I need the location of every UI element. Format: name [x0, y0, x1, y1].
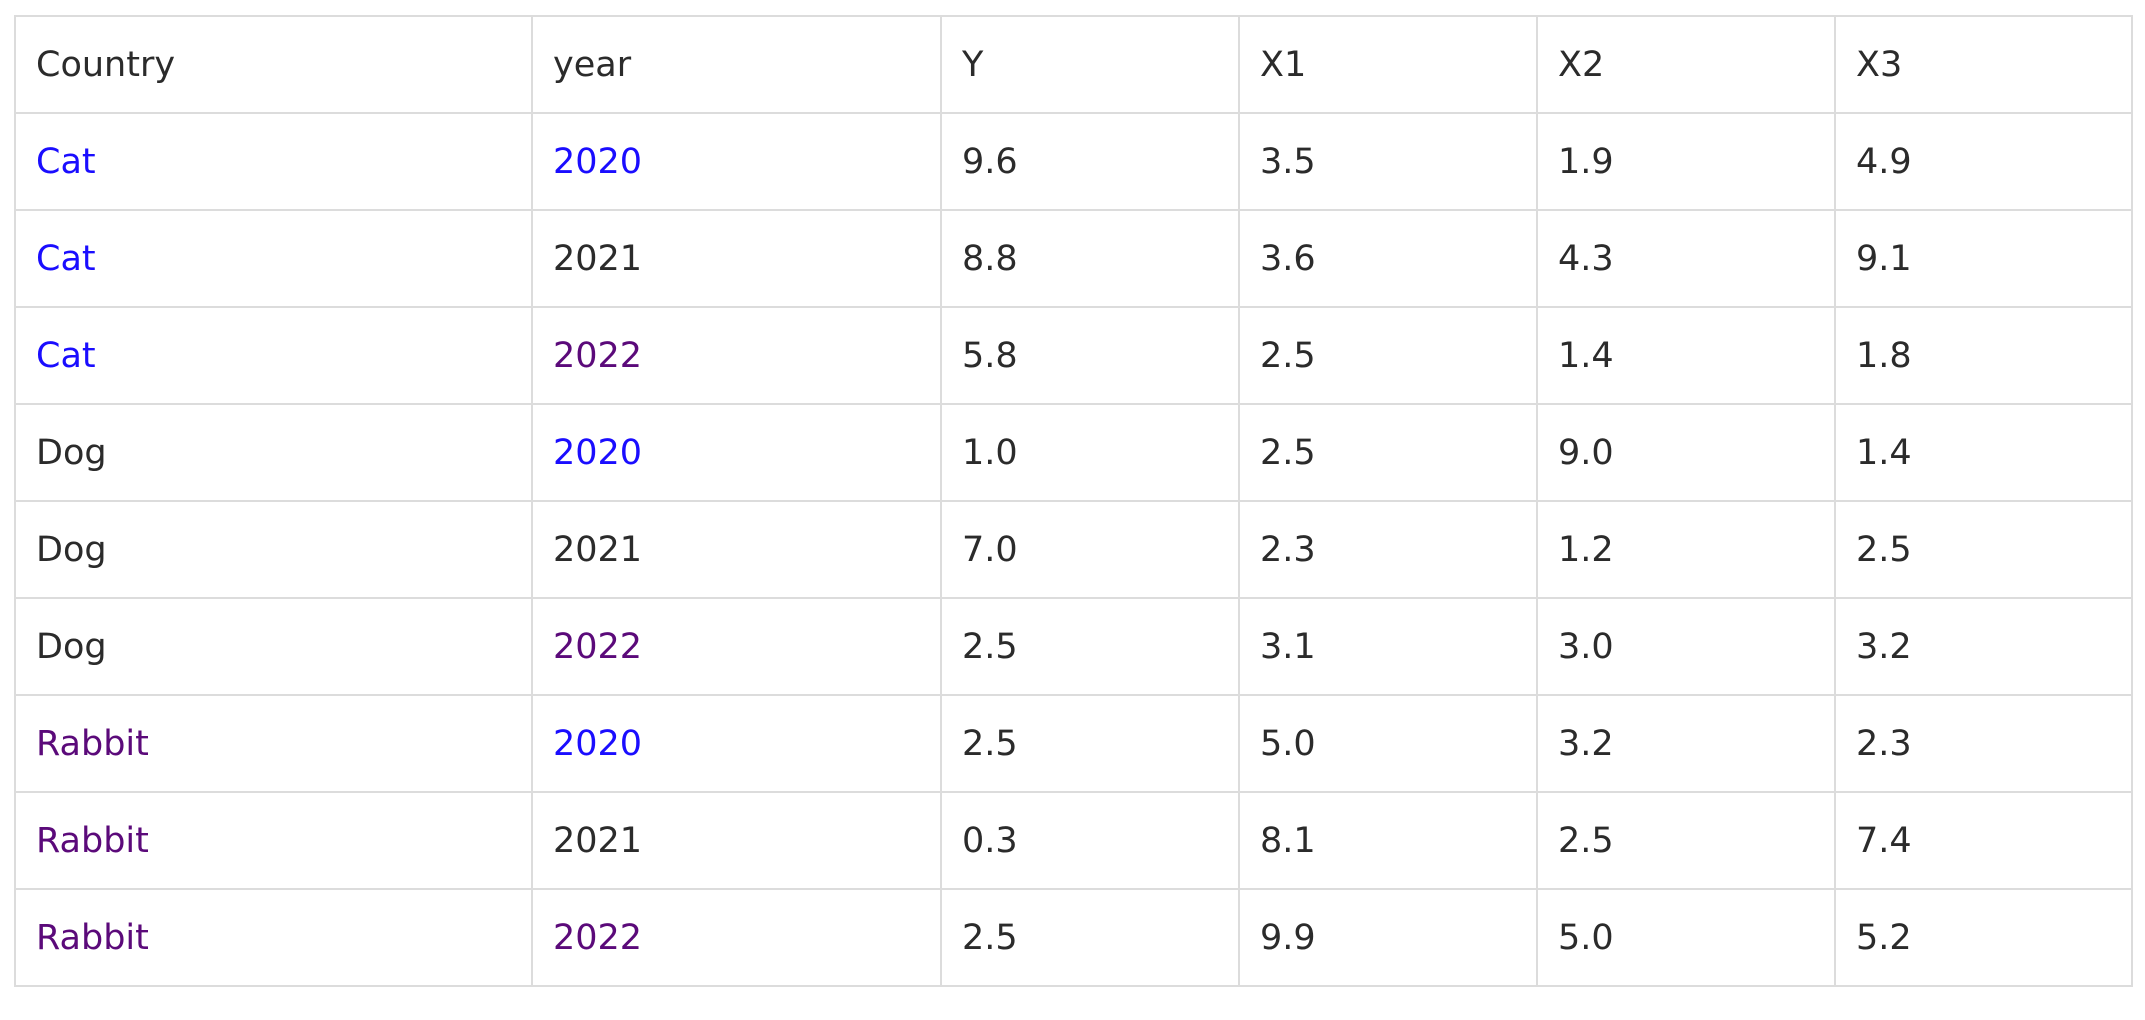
cell-x1: 2.3: [1238, 500, 1538, 599]
cell-x2: 3.2: [1536, 694, 1836, 793]
cell-country: Dog: [14, 403, 533, 502]
cell-year[interactable]: 2020: [531, 112, 942, 211]
cell-x1: 9.9: [1238, 888, 1538, 987]
cell-year: 2021: [531, 791, 942, 890]
cell-x3: 1.4: [1834, 403, 2133, 502]
cell-x1: 3.1: [1238, 597, 1538, 696]
cell-x2: 1.9: [1536, 112, 1836, 211]
header-row: Country year Y X1 X2 X3: [14, 15, 2133, 114]
table-row: Dog 2022 2.5 3.1 3.0 3.2: [14, 597, 2133, 696]
table-row: Rabbit 2022 2.5 9.9 5.0 5.2: [14, 888, 2133, 987]
table-header: Country year Y X1 X2 X3: [14, 15, 2133, 114]
cell-country[interactable]: Rabbit: [14, 888, 533, 987]
cell-country: Dog: [14, 500, 533, 599]
cell-country: Dog: [14, 597, 533, 696]
cell-country[interactable]: Rabbit: [14, 694, 533, 793]
cell-x3: 2.3: [1834, 694, 2133, 793]
cell-x3: 4.9: [1834, 112, 2133, 211]
table-row: Cat 2020 9.6 3.5 1.9 4.9: [14, 112, 2133, 211]
cell-x3: 1.8: [1834, 306, 2133, 405]
cell-x2: 5.0: [1536, 888, 1836, 987]
table-container: Country year Y X1 X2 X3 Cat 2020 9.6 3.5 1.9…: [14, 15, 2133, 987]
cell-x2: 1.2: [1536, 500, 1836, 599]
cell-year[interactable]: 2022: [531, 597, 942, 696]
header-year: year: [531, 15, 942, 114]
cell-y: 9.6: [940, 112, 1240, 211]
cell-x1: 3.6: [1238, 209, 1538, 308]
cell-year: 2021: [531, 209, 942, 308]
table-row: Dog 2020 1.0 2.5 9.0 1.4: [14, 403, 2133, 502]
cell-y: 0.3: [940, 791, 1240, 890]
table-row: Cat 2022 5.8 2.5 1.4 1.8: [14, 306, 2133, 405]
cell-x2: 2.5: [1536, 791, 1836, 890]
header-x1: X1: [1238, 15, 1538, 114]
table-row: Dog 2021 7.0 2.3 1.2 2.5: [14, 500, 2133, 599]
cell-x2: 1.4: [1536, 306, 1836, 405]
cell-country[interactable]: Cat: [14, 306, 533, 405]
cell-x3: 3.2: [1834, 597, 2133, 696]
data-table: Country year Y X1 X2 X3 Cat 2020 9.6 3.5 1.9…: [14, 15, 2133, 987]
cell-y: 2.5: [940, 597, 1240, 696]
cell-year: 2021: [531, 500, 942, 599]
cell-year[interactable]: 2020: [531, 694, 942, 793]
cell-country[interactable]: Rabbit: [14, 791, 533, 890]
cell-x1: 8.1: [1238, 791, 1538, 890]
header-x3: X3: [1834, 15, 2133, 114]
cell-x2: 4.3: [1536, 209, 1836, 308]
table-body: Cat 2020 9.6 3.5 1.9 4.9 Cat 2021 8.8 3.6 4.3 9.1 Ca…: [14, 112, 2133, 987]
cell-x2: 3.0: [1536, 597, 1836, 696]
header-country: Country: [14, 15, 533, 114]
cell-x1: 2.5: [1238, 306, 1538, 405]
cell-country[interactable]: Cat: [14, 112, 533, 211]
cell-x1: 5.0: [1238, 694, 1538, 793]
table-row: Rabbit 2021 0.3 8.1 2.5 7.4: [14, 791, 2133, 890]
cell-y: 5.8: [940, 306, 1240, 405]
cell-year[interactable]: 2022: [531, 888, 942, 987]
cell-y: 1.0: [940, 403, 1240, 502]
cell-x3: 2.5: [1834, 500, 2133, 599]
cell-x3: 5.2: [1834, 888, 2133, 987]
cell-y: 7.0: [940, 500, 1240, 599]
table-row: Cat 2021 8.8 3.6 4.3 9.1: [14, 209, 2133, 308]
header-y: Y: [940, 15, 1240, 114]
cell-x3: 9.1: [1834, 209, 2133, 308]
cell-x2: 9.0: [1536, 403, 1836, 502]
cell-y: 8.8: [940, 209, 1240, 308]
cell-y: 2.5: [940, 888, 1240, 987]
cell-country[interactable]: Cat: [14, 209, 533, 308]
cell-x3: 7.4: [1834, 791, 2133, 890]
cell-year[interactable]: 2022: [531, 306, 942, 405]
cell-x1: 3.5: [1238, 112, 1538, 211]
header-x2: X2: [1536, 15, 1836, 114]
cell-x1: 2.5: [1238, 403, 1538, 502]
cell-y: 2.5: [940, 694, 1240, 793]
cell-year[interactable]: 2020: [531, 403, 942, 502]
table-row: Rabbit 2020 2.5 5.0 3.2 2.3: [14, 694, 2133, 793]
